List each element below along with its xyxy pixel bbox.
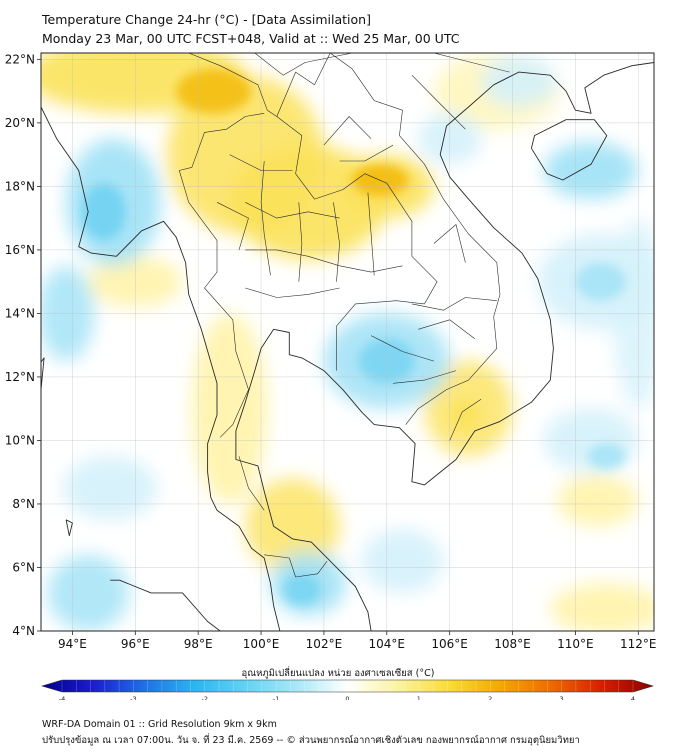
nicobar-island-coastline (65, 519, 73, 537)
province-boundary (449, 398, 482, 441)
province-boundary (418, 319, 475, 340)
temperature-anomaly (543, 141, 639, 200)
latitude-tick-label: 18°N (5, 179, 35, 193)
province-boundary (238, 456, 265, 511)
sumatra-coastline (110, 579, 221, 631)
province-boundary (393, 370, 457, 384)
province-boundary (245, 249, 403, 273)
temperature-anomaly (191, 313, 268, 504)
colorbar: -4 -3 -2 -1 0 1 2 3 4 (40, 679, 655, 700)
colorbar-tick-label: -3 (130, 695, 136, 700)
thailand-malaysia-border (264, 554, 328, 578)
longitude-tick-label: 106°E (431, 637, 468, 651)
colorbar-tick-label: 0 (345, 695, 349, 700)
latitude-tick-label: 22°N (5, 52, 35, 66)
province-boundary (339, 144, 394, 162)
province-boundary (298, 202, 303, 282)
longitude-tick-label: 96°E (121, 637, 150, 651)
latitude-tick-label: 10°N (5, 433, 35, 447)
province-boundary (433, 224, 466, 263)
temperature-anomaly (481, 56, 557, 107)
colorbar-tick-label: 1 (417, 695, 421, 700)
longitude-tick-label: 94°E (58, 637, 87, 651)
map-border (40, 52, 655, 632)
province-boundary (245, 202, 340, 219)
latitude-tick-label: 12°N (5, 370, 35, 384)
longitude-tick-label: 100°E (243, 637, 280, 651)
province-boundary (229, 154, 293, 171)
cambodia-laos-border (411, 297, 497, 311)
colorbar-tick-label: -2 (202, 695, 208, 700)
province-boundary (367, 192, 375, 276)
longitude-tick-label: 104°E (369, 637, 406, 651)
province-boundary (333, 202, 340, 282)
latitude-tick-label: 6°N (12, 560, 35, 574)
map-subtitle: Monday 23 Mar, 00 UTC FCST+048, Valid at… (42, 31, 460, 46)
temperature-anomaly (63, 456, 158, 520)
colorbar-tick-label: 3 (560, 695, 564, 700)
map-title: Temperature Change 24-hr (°C) - [Data As… (42, 12, 371, 27)
credit-line: ปรับปรุงข้อมูล ณ เวลา 07:00น. วัน จ. ที่… (42, 735, 580, 746)
temperature-anomaly (176, 68, 252, 114)
colorbar-tick-label: -4 (59, 695, 65, 700)
colorbar-label: อุณหภูมิเปลี่ยนแปลง หน่วย องศาเซลเซียส (… (241, 668, 435, 679)
colorbar-tick-label: -1 (273, 695, 279, 700)
hainan-coastline (530, 119, 608, 181)
latitude-tick-label: 14°N (5, 306, 35, 320)
peninsula-west-coastline (210, 497, 281, 631)
longitude-tick-label: 110°E (557, 637, 594, 651)
temperature-anomaly (47, 554, 130, 631)
longitude-axis: 94°E 96°E 98°E 100°E 102°E 104°E 106°E 108°E 110… (58, 631, 657, 651)
colorbar-tick-label: 2 (488, 695, 492, 700)
latitude-axis: 22°N 20°N 18°N 16°N 14°N 12°N 10°N 8°N 6°N 4°N (5, 52, 41, 638)
province-boundary (323, 116, 372, 146)
temperature-anomaly (575, 262, 626, 301)
longitude-tick-label: 98°E (184, 637, 213, 651)
temperature-anomaly (449, 399, 482, 431)
province-boundary (411, 74, 466, 130)
graticule (41, 53, 654, 631)
latitude-tick-label: 4°N (12, 624, 35, 638)
longitude-tick-label: 108°E (494, 637, 531, 651)
temperature-anomaly (550, 583, 654, 631)
map-figure: 94°E 96°E 98°E 100°E 102°E 104°E 106°E 108°E 110… (5, 52, 657, 700)
gulf-and-vietnam-coastline (235, 62, 654, 631)
colorbar-tick-label: 4 (631, 695, 635, 700)
model-info: WRF-DA Domain 01 :: Grid Resolution 9km … (42, 719, 277, 730)
thailand-laos-cambodia-border (276, 116, 438, 371)
latitude-tick-label: 16°N (5, 243, 35, 257)
vietnam-laos-cambodia-border (330, 53, 501, 425)
temperature-anomaly (352, 164, 409, 196)
temperature-anomaly (81, 183, 126, 241)
latitude-tick-label: 8°N (12, 497, 35, 511)
myanmar-coastline (41, 106, 218, 498)
province-boundary (370, 335, 434, 362)
temperature-anomaly (245, 478, 340, 574)
province-boundary (245, 287, 340, 298)
temperature-field (41, 53, 654, 631)
china-border (254, 53, 510, 76)
latitude-tick-label: 20°N (5, 116, 35, 130)
coastlines-and-borders (41, 53, 654, 631)
temperature-anomaly (587, 443, 626, 470)
thailand-myanmar-border (179, 113, 265, 438)
northern-border (188, 53, 331, 117)
longitude-tick-label: 102°E (306, 637, 343, 651)
andaman-island-coastline (41, 357, 45, 391)
longitude-tick-label: 112°E (620, 637, 657, 651)
temperature-anomaly (556, 475, 639, 527)
province-boundary (216, 202, 249, 250)
temperature-anomaly (283, 573, 321, 606)
province-boundary (260, 160, 271, 276)
temperature-anomaly (361, 529, 444, 593)
